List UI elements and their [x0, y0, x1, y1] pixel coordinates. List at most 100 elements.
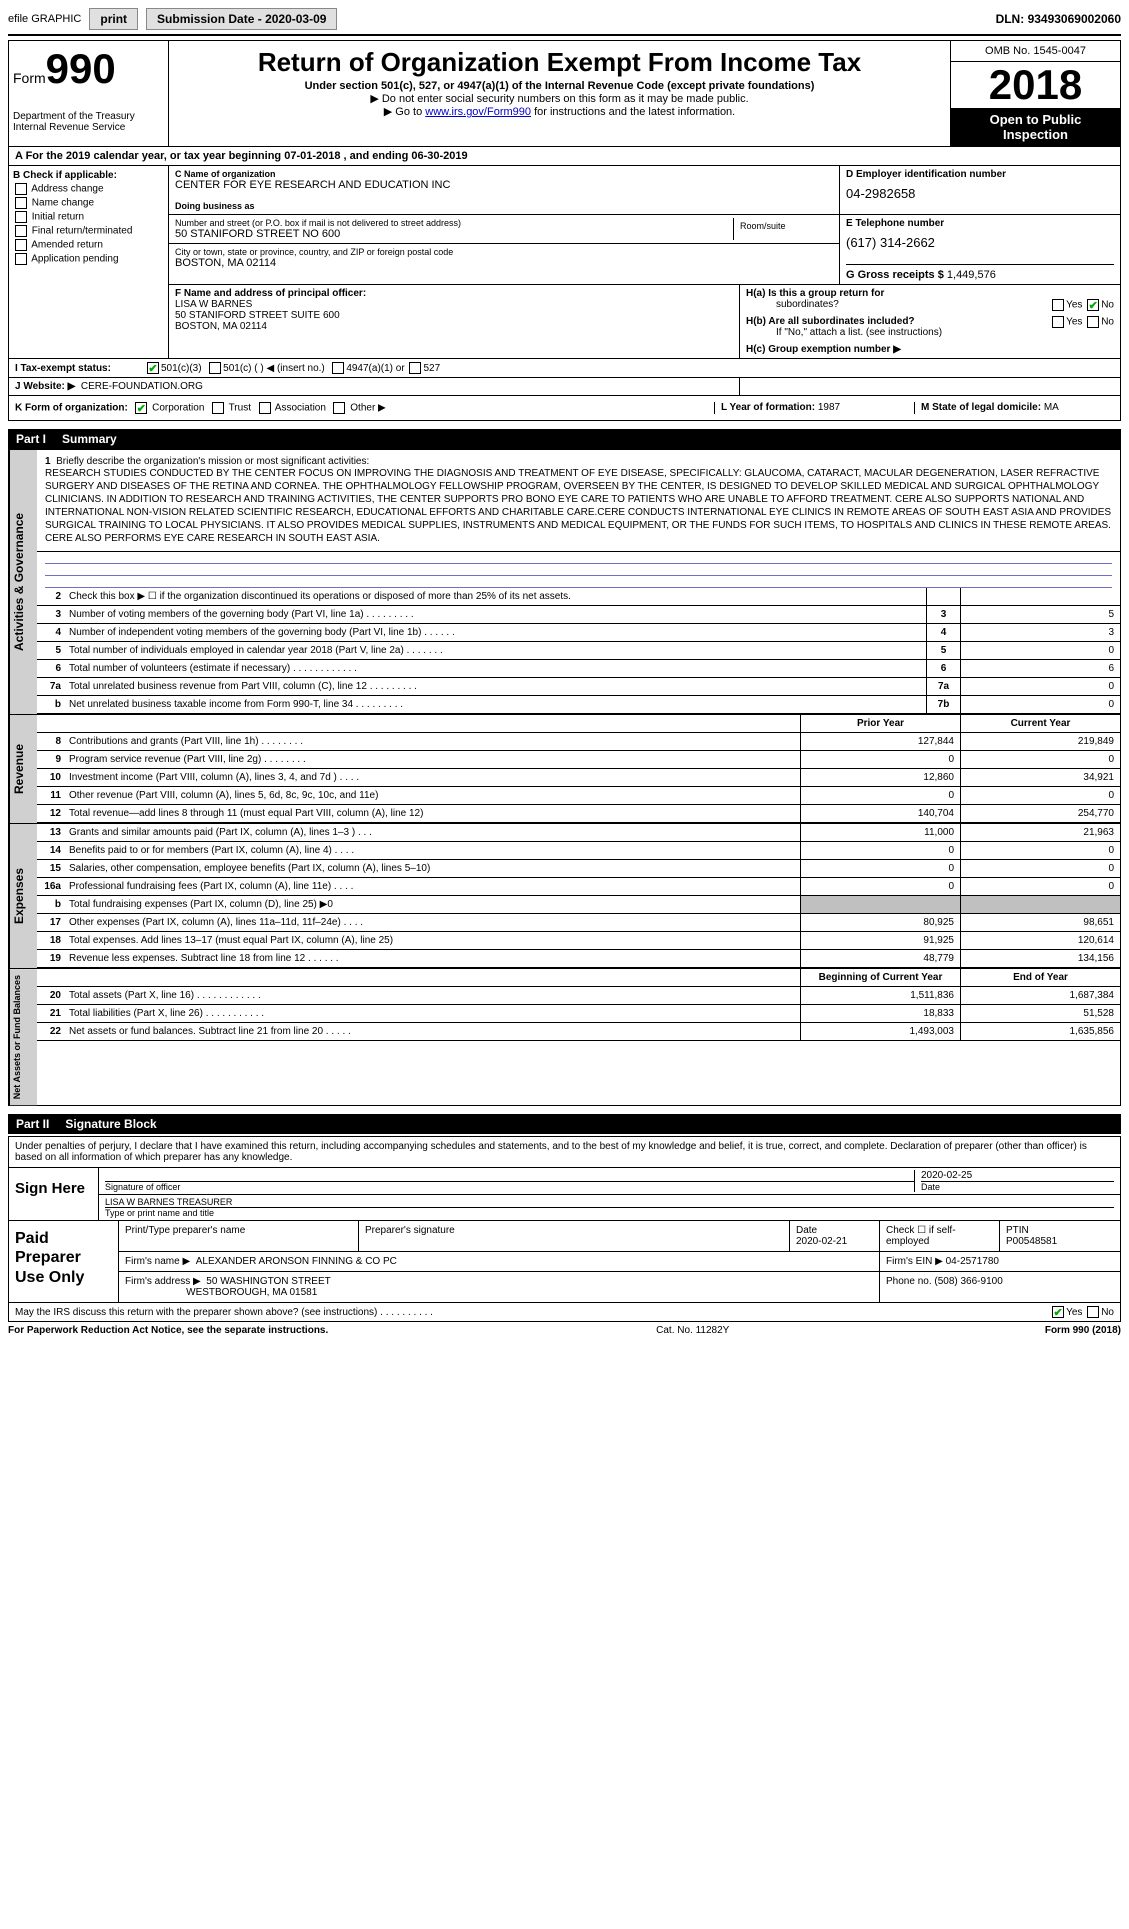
line-prior: 0 [800, 878, 960, 895]
line-num: 22 [37, 1023, 65, 1040]
cb-501c[interactable] [209, 362, 221, 374]
line-desc: Professional fundraising fees (Part IX, … [65, 878, 800, 895]
line-num: 7a [37, 678, 65, 695]
line-num: b [37, 896, 65, 913]
cb-assoc[interactable] [259, 402, 271, 414]
line-num: b [37, 696, 65, 713]
line-desc: Contributions and grants (Part VIII, lin… [65, 733, 800, 750]
section-a-text: A For the 2019 calendar year, or tax yea… [15, 150, 468, 162]
cb-address-change[interactable]: Address change [13, 183, 164, 195]
cb-501c3[interactable]: ✔ [147, 362, 159, 374]
section-h: H(a) Is this a group return for subordin… [740, 285, 1120, 358]
line-current: 0 [960, 860, 1120, 877]
section-b: B Check if applicable: Address change Na… [9, 166, 169, 358]
line-desc: Number of voting members of the governin… [65, 606, 926, 623]
firm-addr2: WESTBOROUGH, MA 01581 [186, 1287, 317, 1298]
line-row: 14Benefits paid to or for members (Part … [37, 842, 1120, 860]
dept-label: Department of the Treasury [13, 111, 164, 122]
expenses-section: Expenses 13Grants and similar amounts pa… [8, 824, 1121, 969]
line-current: 1,687,384 [960, 987, 1120, 1004]
line-desc: Total number of volunteers (estimate if … [65, 660, 926, 677]
cb-amended-return[interactable]: Amended return [13, 239, 164, 251]
revenue-section: Revenue Prior Year Current Year 8Contrib… [8, 715, 1121, 824]
line-desc: Program service revenue (Part VIII, line… [65, 751, 800, 768]
cb-name-change[interactable]: Name change [13, 197, 164, 209]
line-desc: Number of independent voting members of … [65, 624, 926, 641]
cb-discuss-no[interactable] [1087, 1306, 1099, 1318]
line-num: 5 [37, 642, 65, 659]
h-c-cell [740, 378, 1120, 395]
line-key: 5 [926, 642, 960, 659]
cb-other[interactable] [333, 402, 345, 414]
line-row: 11Other revenue (Part VIII, column (A), … [37, 787, 1120, 805]
line-row: 12Total revenue—add lines 8 through 11 (… [37, 805, 1120, 823]
line-num: 16a [37, 878, 65, 895]
line-desc: Total unrelated business revenue from Pa… [65, 678, 926, 695]
cb-final-return[interactable]: Final return/terminated [13, 225, 164, 237]
cb-trust[interactable] [212, 402, 224, 414]
cb-initial-return[interactable]: Initial return [13, 211, 164, 223]
line-prior: 18,833 [800, 1005, 960, 1022]
line-num: 4 [37, 624, 65, 641]
principal-officer: F Name and address of principal officer:… [169, 285, 740, 358]
line-key [926, 588, 960, 605]
print-button[interactable]: print [89, 8, 138, 30]
line-current: 134,156 [960, 950, 1120, 967]
netassets-section: Net Assets or Fund Balances Beginning of… [8, 969, 1121, 1106]
discuss-row: May the IRS discuss this return with the… [8, 1303, 1121, 1322]
cb-4947[interactable] [332, 362, 344, 374]
line-current: 0 [960, 878, 1120, 895]
street-address: 50 STANIFORD STREET NO 600 [175, 228, 733, 240]
submission-date: Submission Date - 2020-03-09 [146, 8, 337, 30]
line-prior: 0 [800, 751, 960, 768]
line-prior: 0 [800, 860, 960, 877]
h-b: H(b) Are all subordinates included? Yes … [740, 313, 1120, 341]
form-org-row: K Form of organization: ✔ Corporation Tr… [8, 396, 1121, 421]
line-current: 34,921 [960, 769, 1120, 786]
form-subtitle: Under section 501(c), 527, or 4947(a)(1)… [173, 80, 946, 92]
line-num: 11 [37, 787, 65, 804]
street-row: Number and street (or P.O. box if mail i… [169, 215, 839, 244]
line-prior: 11,000 [800, 824, 960, 841]
line-prior: 0 [800, 842, 960, 859]
line-num: 12 [37, 805, 65, 822]
ptin: P00548581 [1006, 1236, 1057, 1247]
line-row: 4Number of independent voting members of… [37, 624, 1120, 642]
line-desc: Total revenue—add lines 8 through 11 (mu… [65, 805, 800, 822]
line-row: 21Total liabilities (Part X, line 26) . … [37, 1005, 1120, 1023]
cb-527[interactable] [409, 362, 421, 374]
form-header: Form990 Department of the Treasury Inter… [8, 40, 1121, 147]
cb-corp[interactable]: ✔ [135, 402, 147, 414]
year-formation: L Year of formation: 1987 [714, 402, 914, 414]
mission-text: RESEARCH STUDIES CONDUCTED BY THE CENTER… [45, 468, 1111, 544]
line-num: 15 [37, 860, 65, 877]
blank-line [45, 564, 1112, 576]
blank-line [45, 576, 1112, 588]
line-desc: Total number of individuals employed in … [65, 642, 926, 659]
line-num: 3 [37, 606, 65, 623]
firm-phone: (508) 366-9100 [934, 1276, 1002, 1287]
line-desc: Check this box ▶ ☐ if the organization d… [65, 588, 926, 605]
h-c: H(c) Group exemption number ▶ [740, 341, 1120, 358]
part2-header: Part II Signature Block [8, 1114, 1121, 1134]
form-title: Return of Organization Exempt From Incom… [173, 47, 946, 78]
header-center: Return of Organization Exempt From Incom… [169, 41, 950, 146]
line-row: 5Total number of individuals employed in… [37, 642, 1120, 660]
line-val [960, 588, 1120, 605]
section-a: A For the 2019 calendar year, or tax yea… [8, 147, 1121, 166]
omb-number: OMB No. 1545-0047 [951, 41, 1120, 62]
line-row: 16aProfessional fundraising fees (Part I… [37, 878, 1120, 896]
cb-app-pending[interactable]: Application pending [13, 253, 164, 265]
line-desc: Total fundraising expenses (Part IX, col… [65, 896, 800, 913]
line-prior: 0 [800, 787, 960, 804]
row-address: Number and street (or P.O. box if mail i… [169, 215, 1120, 285]
firm-name: ALEXANDER ARONSON FINNING & CO PC [196, 1256, 397, 1267]
room-cell: Room/suite [733, 218, 833, 240]
section-b-head: B Check if applicable: [13, 170, 117, 181]
cb-discuss-yes[interactable]: ✔ [1052, 1306, 1064, 1318]
top-bar: efile GRAPHIC print Submission Date - 20… [8, 8, 1121, 36]
line-row: bNet unrelated business taxable income f… [37, 696, 1120, 714]
line-val: 5 [960, 606, 1120, 623]
form990-link[interactable]: www.irs.gov/Form990 [425, 106, 531, 118]
line-num: 13 [37, 824, 65, 841]
